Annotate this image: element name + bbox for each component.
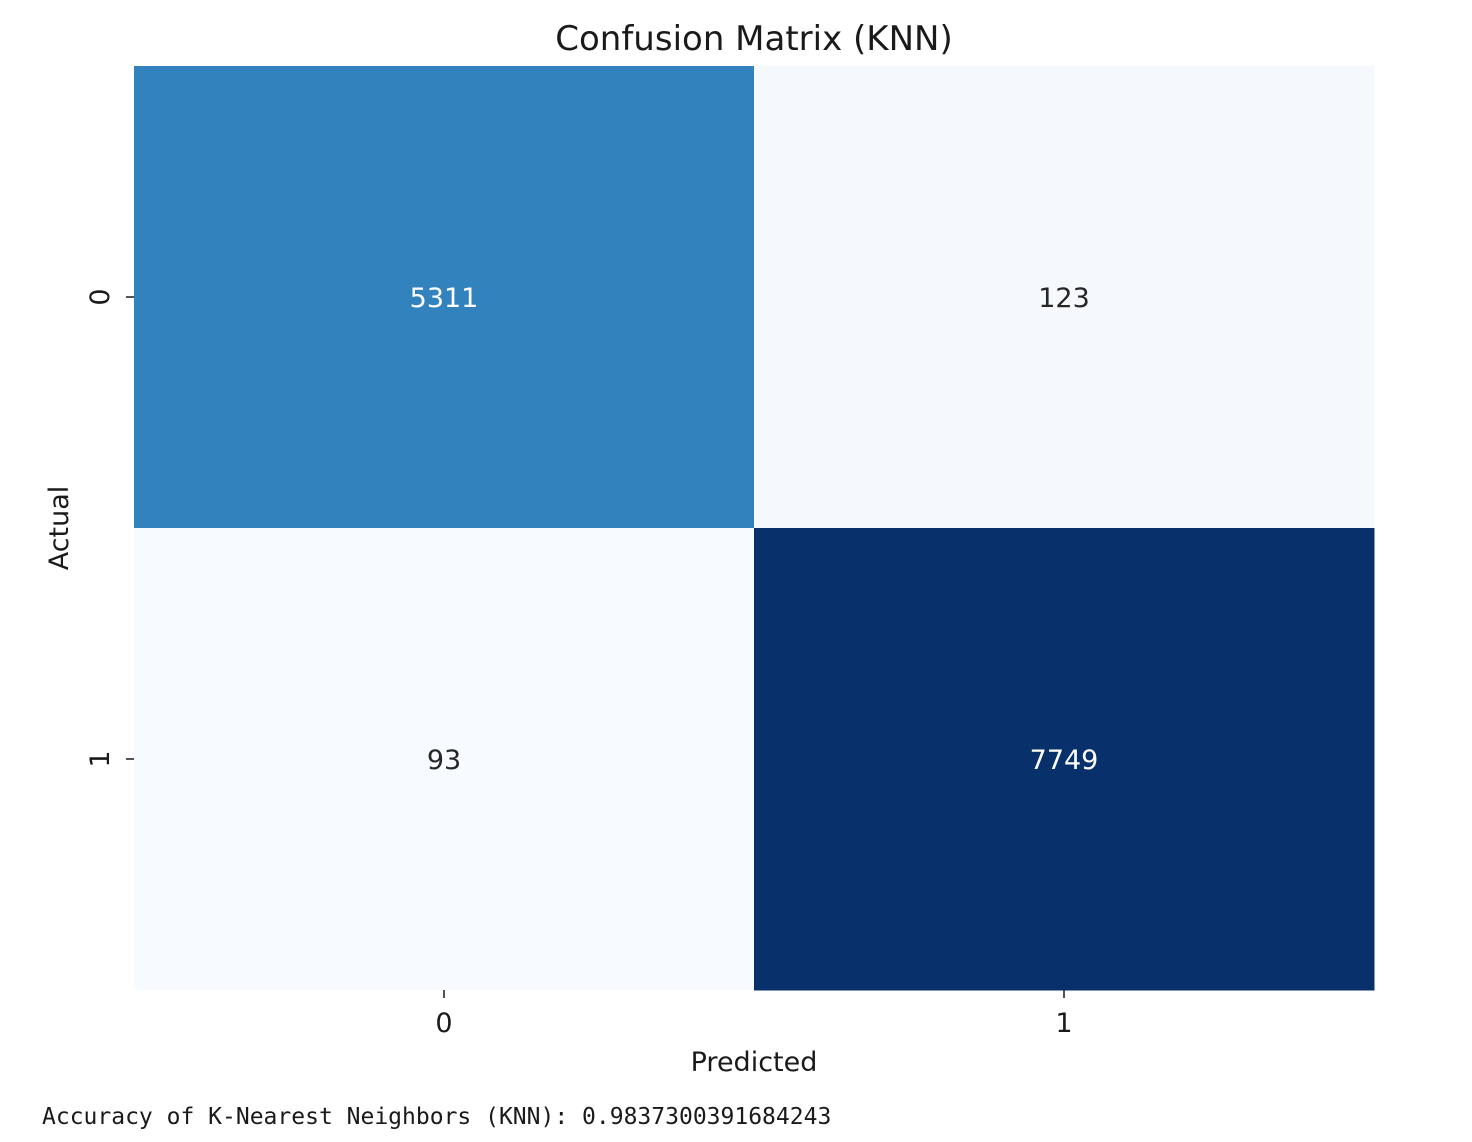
heatmap-cell-0-0 bbox=[134, 66, 755, 529]
x-axis-label: Predicted bbox=[691, 1047, 818, 1078]
y-tick-label-0: 0 bbox=[85, 288, 116, 305]
y-axis-label: Actual bbox=[44, 486, 75, 571]
heatmap-cells bbox=[134, 66, 1375, 991]
chart-title: Confusion Matrix (KNN) bbox=[555, 19, 952, 59]
axis-ticks: 0 1 0 1 bbox=[85, 288, 1073, 1039]
heatmap-cell-1-0 bbox=[134, 528, 755, 991]
cell-value-1-0: 93 bbox=[427, 745, 461, 776]
cell-value-0-0: 5311 bbox=[410, 283, 479, 314]
accuracy-output: Accuracy of K-Nearest Neighbors (KNN): 0… bbox=[42, 1104, 832, 1130]
heatmap-cell-0-1 bbox=[754, 66, 1375, 529]
x-tick-label-0: 0 bbox=[435, 1008, 452, 1039]
cell-value-1-1: 7749 bbox=[1030, 745, 1099, 776]
cell-annotations: 5311 123 93 7749 bbox=[410, 283, 1099, 776]
y-tick-label-1: 1 bbox=[85, 750, 116, 767]
heatmap-cell-1-1 bbox=[754, 528, 1375, 991]
x-tick-label-1: 1 bbox=[1055, 1008, 1072, 1039]
cell-value-0-1: 123 bbox=[1038, 283, 1090, 314]
